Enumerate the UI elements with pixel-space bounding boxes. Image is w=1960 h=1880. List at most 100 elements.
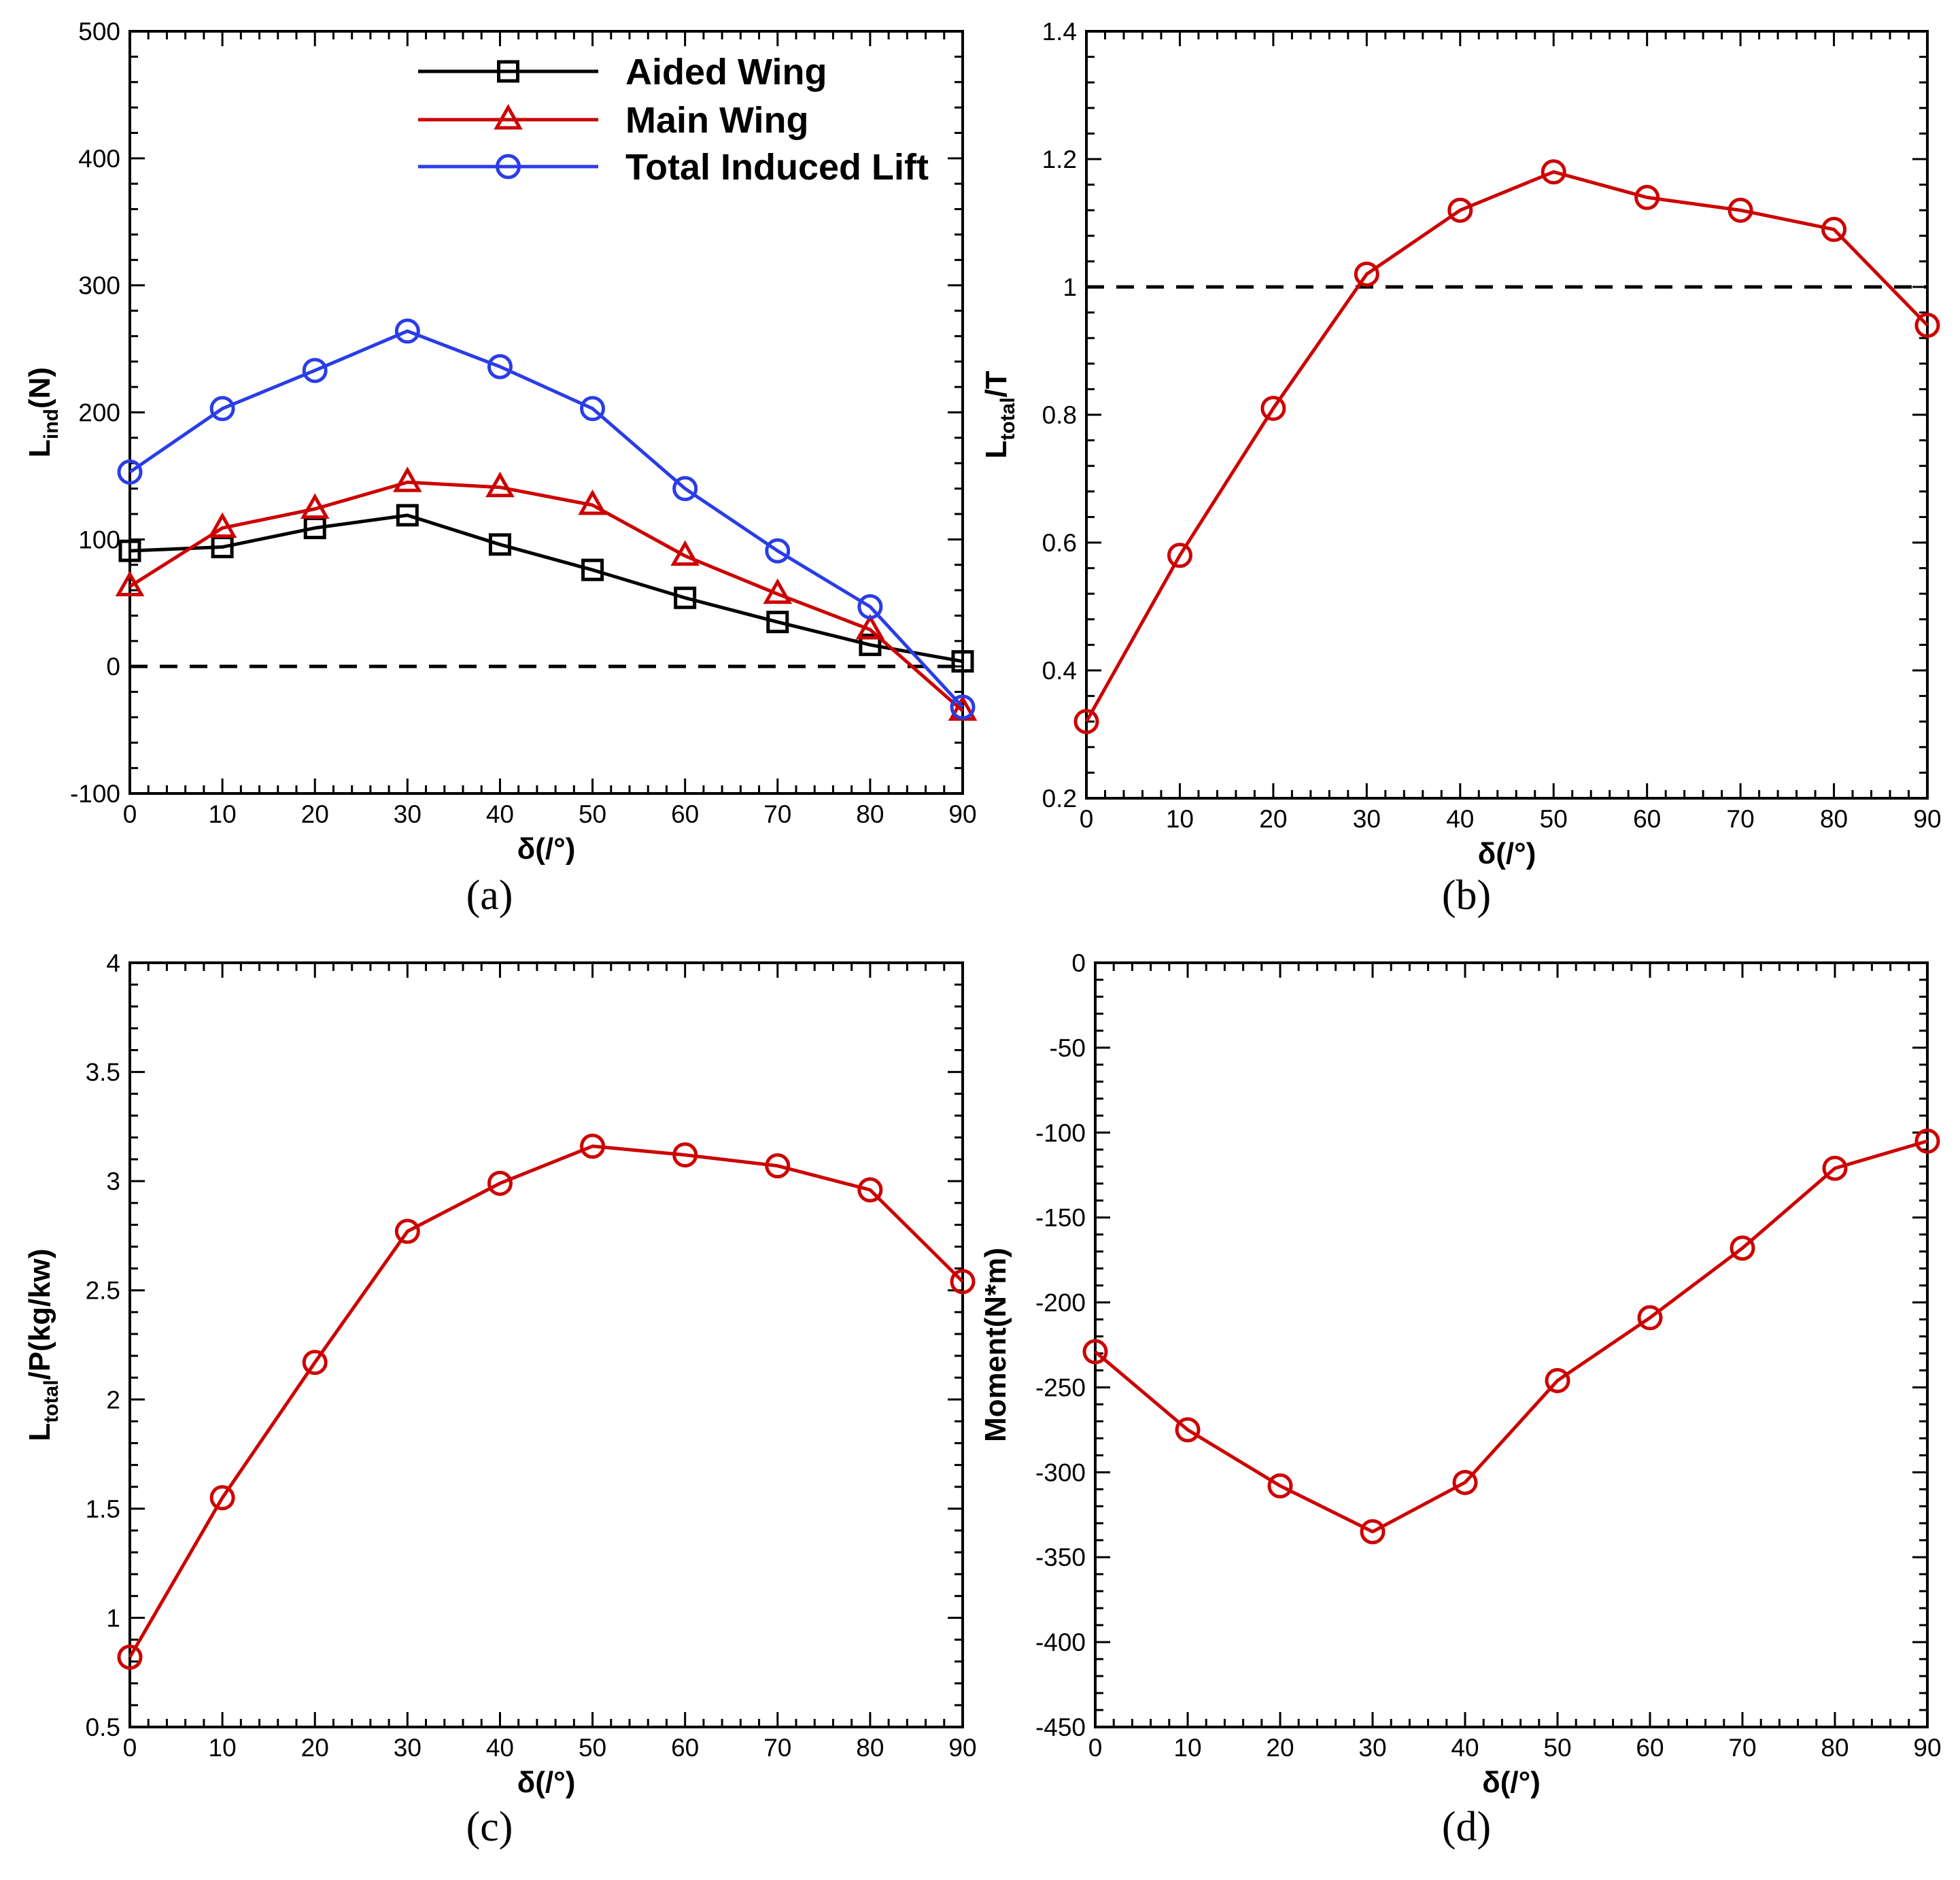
series-line — [129, 513, 963, 664]
x-tick-label: 50 — [1543, 1734, 1571, 1762]
series-line — [128, 480, 964, 713]
x-tick-label: 50 — [1540, 805, 1568, 833]
x-tick-label: 80 — [856, 1734, 884, 1762]
x-tick-label: 40 — [486, 800, 514, 828]
chart-panel-4: 0 10 20 30 40 50 60 70 80 90 -450 -400 -350 -300 -250 -… — [979, 949, 1942, 1850]
y-tick-label: -350 — [1035, 1543, 1086, 1571]
data-point-circle — [1914, 312, 1940, 338]
y-tick-label: 1.2 — [1042, 146, 1077, 173]
x-tick-label: 20 — [1259, 805, 1287, 833]
data-point-circle — [1082, 1339, 1108, 1365]
data-point-circle — [487, 354, 513, 379]
y-tick-label: 400 — [78, 145, 120, 173]
y-axis-title-main: L — [980, 441, 1013, 459]
y-axis-title-suffix: /T — [980, 371, 1013, 397]
panel-label: (b) — [1442, 872, 1491, 919]
plot-frame — [128, 961, 964, 1728]
data-point-square — [951, 650, 974, 673]
data-point-circle — [1541, 159, 1566, 185]
series-line — [1094, 1139, 1928, 1534]
data-point-square — [396, 504, 419, 527]
data-point-square — [859, 633, 882, 656]
data-point-circle — [394, 1218, 420, 1244]
x-tick-label: 30 — [1358, 1734, 1386, 1762]
x-tick-label: 40 — [1446, 805, 1474, 833]
x-tick-label: 10 — [1166, 805, 1194, 833]
x-tick-label: 20 — [301, 1734, 329, 1762]
x-tick-label: 90 — [1913, 805, 1941, 833]
x-tick-label: 0 — [1080, 805, 1094, 833]
panel-label: (d) — [1442, 1804, 1491, 1850]
x-tick-label: 80 — [1821, 1734, 1849, 1762]
data-point-circle — [117, 1644, 143, 1670]
y-axis-title-subscript: total — [997, 397, 1019, 440]
y-axis-title-subscript: ind — [40, 409, 63, 439]
plot-frame — [128, 30, 964, 795]
data-point-circle — [1360, 1519, 1386, 1545]
y-axis-title-subscript: total — [40, 1380, 63, 1422]
data-point-circle — [1260, 396, 1286, 422]
legend: Aided Wing Main Wing Total Induced Lift — [418, 52, 929, 188]
y-axis-title-main: L — [23, 439, 56, 458]
y-tick-label: -450 — [1035, 1713, 1086, 1741]
y-tick-label: -100 — [70, 780, 120, 808]
y-tick-label: 200 — [78, 399, 120, 427]
y-tick-label: 0.2 — [1042, 785, 1077, 813]
data-point-circle — [1452, 1469, 1478, 1495]
x-tick-label: 10 — [209, 1734, 237, 1762]
x-tick-label: 30 — [394, 1734, 422, 1762]
y-tick-label: 2.5 — [86, 1277, 120, 1305]
x-tick-label: 70 — [1727, 805, 1755, 833]
series-aided-wing — [118, 504, 974, 673]
y-tick-label: 0.6 — [1042, 529, 1077, 557]
y-tick-label: 0 — [1071, 949, 1086, 977]
data-point-circle — [1545, 1367, 1570, 1393]
y-axis-title: Ltotal/T — [980, 371, 1019, 458]
data-point-triangle — [578, 489, 607, 515]
x-tick-label: 90 — [948, 1734, 976, 1762]
x-tick-label: 60 — [1636, 1734, 1664, 1762]
y-axis-title: Moment(N*m) — [979, 1248, 1012, 1442]
x-tick-label: 60 — [671, 800, 699, 828]
legend-marker-square — [497, 60, 519, 83]
data-point-triangle — [485, 471, 515, 498]
data-point-circle — [672, 476, 698, 502]
series-l-total-t — [1073, 159, 1940, 734]
x-tick-label: 30 — [394, 800, 422, 828]
y-tick-label: 1.4 — [1042, 18, 1077, 46]
data-point-circle — [487, 1170, 513, 1196]
legend-label: Total Induced Lift — [625, 147, 929, 188]
data-point-circle — [302, 358, 328, 383]
data-point-circle — [117, 459, 143, 485]
data-point-circle — [1167, 543, 1192, 568]
x-tick-label: 80 — [856, 800, 884, 828]
legend-label: Aided Wing — [625, 52, 827, 92]
data-point-circle — [1354, 261, 1379, 287]
x-tick-label: 70 — [763, 1734, 791, 1762]
data-point-circle — [209, 396, 235, 422]
x-tick-label: 0 — [123, 1734, 137, 1762]
data-point-circle — [209, 1485, 235, 1511]
x-tick-label: 40 — [1451, 1734, 1479, 1762]
data-point-circle — [1822, 1155, 1848, 1181]
y-tick-label: -400 — [1035, 1628, 1086, 1656]
y-tick-label: 3.5 — [86, 1059, 120, 1087]
y-tick-label: -100 — [1035, 1119, 1086, 1147]
series-total-induced-lift — [117, 318, 976, 720]
y-axis-title-suffix: /P(kg/kw) — [23, 1248, 56, 1380]
chart-panel-1: 0 10 20 30 40 50 60 70 80 90-1000100200300400500δ… — [23, 18, 978, 919]
data-point-triangle — [855, 613, 885, 640]
y-tick-label: 1 — [1063, 273, 1077, 301]
data-point-circle — [765, 538, 791, 564]
data-point-circle — [1175, 1417, 1201, 1443]
data-point-circle — [857, 1177, 883, 1203]
data-point-circle — [1267, 1473, 1293, 1499]
x-tick-label: 70 — [763, 800, 791, 828]
legend-marker-triangle — [494, 103, 523, 130]
y-tick-label: 0.5 — [86, 1713, 120, 1741]
y-tick-label: -150 — [1035, 1204, 1086, 1232]
data-point-circle — [1821, 216, 1847, 242]
x-tick-label: 10 — [209, 800, 237, 828]
x-tick-label: 20 — [1266, 1734, 1294, 1762]
